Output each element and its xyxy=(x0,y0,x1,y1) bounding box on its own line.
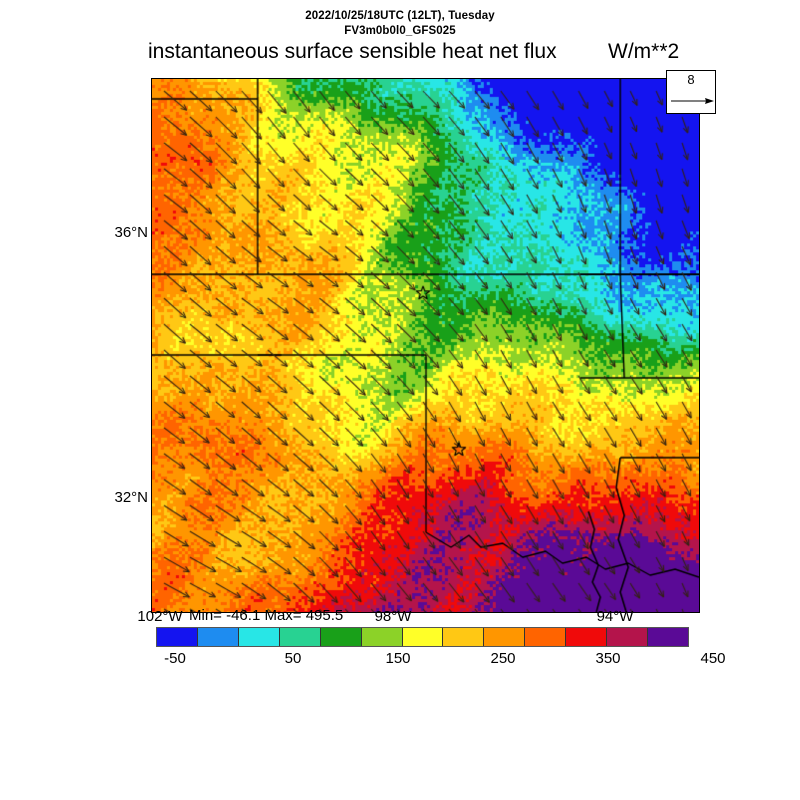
colorbar-swatch-0 xyxy=(157,628,198,646)
colorbar-swatch-11 xyxy=(607,628,649,646)
lon-label-98w: 98°W xyxy=(374,608,412,625)
units-label: W/m**2 xyxy=(608,40,680,63)
map-plot-area[interactable] xyxy=(151,78,700,613)
minmax-stats: Min= -46.1 Max= 495.5 xyxy=(189,607,344,624)
colorbar-swatch-5 xyxy=(361,628,403,646)
arrow-right-icon xyxy=(671,98,714,104)
colorbar-swatch-10 xyxy=(566,628,608,646)
colorbar-tick-350: 350 xyxy=(595,650,621,667)
header-date-line: 2022/10/25/18UTC (12LT), Tuesday xyxy=(305,10,495,22)
colorbar-tick-150: 150 xyxy=(385,650,411,667)
wind-vector-key: 8 xyxy=(666,70,716,114)
page-title: instantaneous surface sensible heat net … xyxy=(148,40,557,63)
colorbar-swatch-7 xyxy=(443,628,485,646)
colorbar-swatch-1 xyxy=(197,628,239,646)
header-model-line: FV3m0b0l0_GFS025 xyxy=(344,25,456,37)
colorbar-tick-250: 250 xyxy=(490,650,516,667)
colorbar-swatch-4 xyxy=(320,628,362,646)
lon-label-94w: 94°W xyxy=(596,608,634,625)
wind-key-value: 8 xyxy=(687,72,695,87)
colorbar-swatch-12 xyxy=(648,628,688,646)
colorbar-swatch-3 xyxy=(279,628,321,646)
lon-label-102w: 102°W xyxy=(137,608,183,625)
colorbar-swatch-9 xyxy=(525,628,567,646)
colorbar-swatch-6 xyxy=(402,628,444,646)
lat-label-32n: 32°N xyxy=(114,489,148,506)
colorbar-tick-50: 50 xyxy=(284,650,302,667)
colorbar-tick-450: 450 xyxy=(700,650,726,667)
colorbar-tick--50: -50 xyxy=(164,650,186,667)
colorbar[interactable] xyxy=(156,627,689,647)
colorbar-swatch-8 xyxy=(484,628,526,646)
lat-label-36n: 36°N xyxy=(114,224,148,241)
heatmap-canvas xyxy=(152,79,699,612)
colorbar-swatch-2 xyxy=(238,628,280,646)
